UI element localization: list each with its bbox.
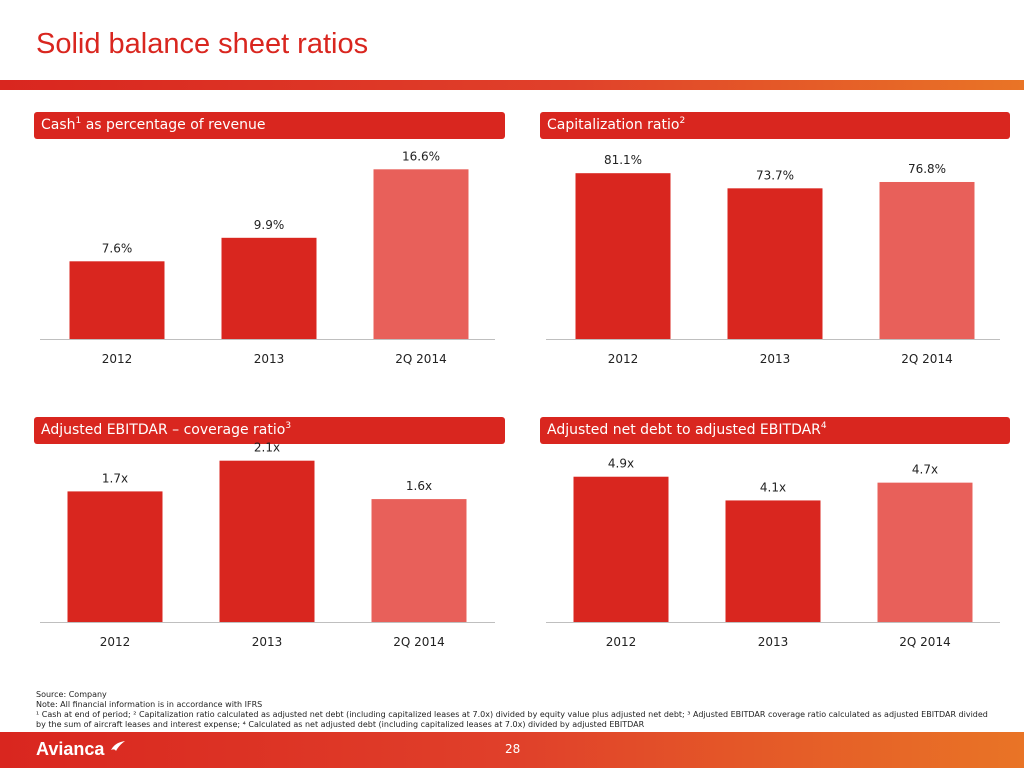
- chart-net-debt: 4.9x 2012 4.1x 2013 4.7x 2Q 2014: [546, 457, 1000, 649]
- tick-label-ebitdar-coverage-3: 2Q 2014: [393, 635, 444, 649]
- tick-label-capitalization-1: 2012: [608, 352, 639, 366]
- chart-cash: 7.6% 2012 9.9% 2013 16.6% 2Q 2014: [40, 149, 495, 366]
- chart-cash-title-rest: as percentage of revenue: [81, 117, 266, 133]
- tick-label-net-debt-2: 2013: [758, 635, 789, 649]
- data-label-net-debt-1: 4.9x: [608, 457, 634, 471]
- tick-label-net-debt-3: 2Q 2014: [899, 635, 950, 649]
- page-number: 28: [505, 742, 521, 756]
- data-label-net-debt-3: 4.7x: [912, 463, 938, 477]
- chart-ebitdar-coverage-title: Adjusted EBITDAR – coverage ratio: [41, 422, 286, 438]
- bar-capitalization-1: [575, 173, 671, 339]
- chart-ebitdar-coverage-header: Adjusted EBITDAR – coverage ratio3: [34, 417, 505, 444]
- bar-ebitdar-coverage-1: [67, 491, 163, 622]
- bottom-bar: [0, 732, 1024, 768]
- data-label-cash-1: 7.6%: [102, 241, 133, 255]
- data-label-ebitdar-coverage-3: 1.6x: [406, 479, 432, 493]
- chart-cash-header: Cash1 as percentage of revenue: [34, 112, 505, 139]
- chart-cash-title-sup: 1: [75, 116, 82, 126]
- chart-capitalization-title-sup: 2: [679, 116, 686, 126]
- bird-logo-icon: [111, 741, 125, 751]
- chart-capitalization-header: Capitalization ratio2: [540, 112, 1010, 139]
- data-label-ebitdar-coverage-1: 1.7x: [102, 471, 128, 485]
- page-title: Solid balance sheet ratios: [36, 28, 369, 60]
- footnote-source: Source: Company: [36, 690, 107, 699]
- data-label-ebitdar-coverage-2: 2.1x: [254, 441, 280, 455]
- bar-net-debt-3: [877, 482, 973, 622]
- data-label-capitalization-1: 81.1%: [604, 153, 642, 167]
- bar-net-debt-1: [573, 476, 669, 622]
- bar-capitalization-3: [879, 181, 975, 339]
- brand-logo: Avianca: [36, 739, 105, 759]
- tick-label-net-debt-1: 2012: [606, 635, 637, 649]
- bar-cash-2: [221, 237, 317, 339]
- tick-label-cash-3: 2Q 2014: [395, 352, 446, 366]
- data-label-capitalization-3: 76.8%: [908, 162, 946, 176]
- bar-cash-3: [373, 169, 469, 339]
- tick-label-cash-1: 2012: [102, 352, 133, 366]
- data-label-cash-2: 9.9%: [254, 218, 285, 232]
- chart-cash-title: Cash: [41, 117, 76, 133]
- chart-net-debt-title-sup: 4: [820, 421, 827, 431]
- chart-ebitdar-coverage-title-sup: 3: [285, 421, 292, 431]
- footnote-note: Note: All financial information is in ac…: [36, 700, 263, 709]
- chart-net-debt-title: Adjusted net debt to adjusted EBITDAR: [547, 422, 821, 438]
- tick-label-cash-2: 2013: [254, 352, 285, 366]
- data-label-net-debt-2: 4.1x: [760, 480, 786, 494]
- footnotes: Source: Company Note: All financial info…: [36, 690, 996, 730]
- chart-capitalization: 81.1% 2012 73.7% 2013 76.8% 2Q 2014: [546, 153, 1000, 366]
- bar-cash-1: [69, 261, 165, 339]
- chart-capitalization-title: Capitalization ratio: [547, 117, 680, 133]
- top-accent-bar: [0, 80, 1024, 90]
- chart-net-debt-header: Adjusted net debt to adjusted EBITDAR4: [540, 417, 1010, 444]
- tick-label-capitalization-2: 2013: [760, 352, 791, 366]
- data-label-capitalization-2: 73.7%: [756, 168, 794, 182]
- bar-capitalization-2: [727, 188, 823, 339]
- data-label-cash-3: 16.6%: [402, 149, 440, 163]
- tick-label-capitalization-3: 2Q 2014: [901, 352, 952, 366]
- tick-label-ebitdar-coverage-1: 2012: [100, 635, 131, 649]
- bar-ebitdar-coverage-3: [371, 499, 467, 622]
- tick-label-ebitdar-coverage-2: 2013: [252, 635, 283, 649]
- chart-ebitdar-coverage: 1.7x 2012 2.1x 2013 1.6x 2Q 2014: [40, 441, 495, 649]
- footnote-definitions: ¹ Cash at end of period; ² Capitalizatio…: [36, 710, 988, 729]
- bar-ebitdar-coverage-2: [219, 460, 315, 622]
- bar-net-debt-2: [725, 500, 821, 622]
